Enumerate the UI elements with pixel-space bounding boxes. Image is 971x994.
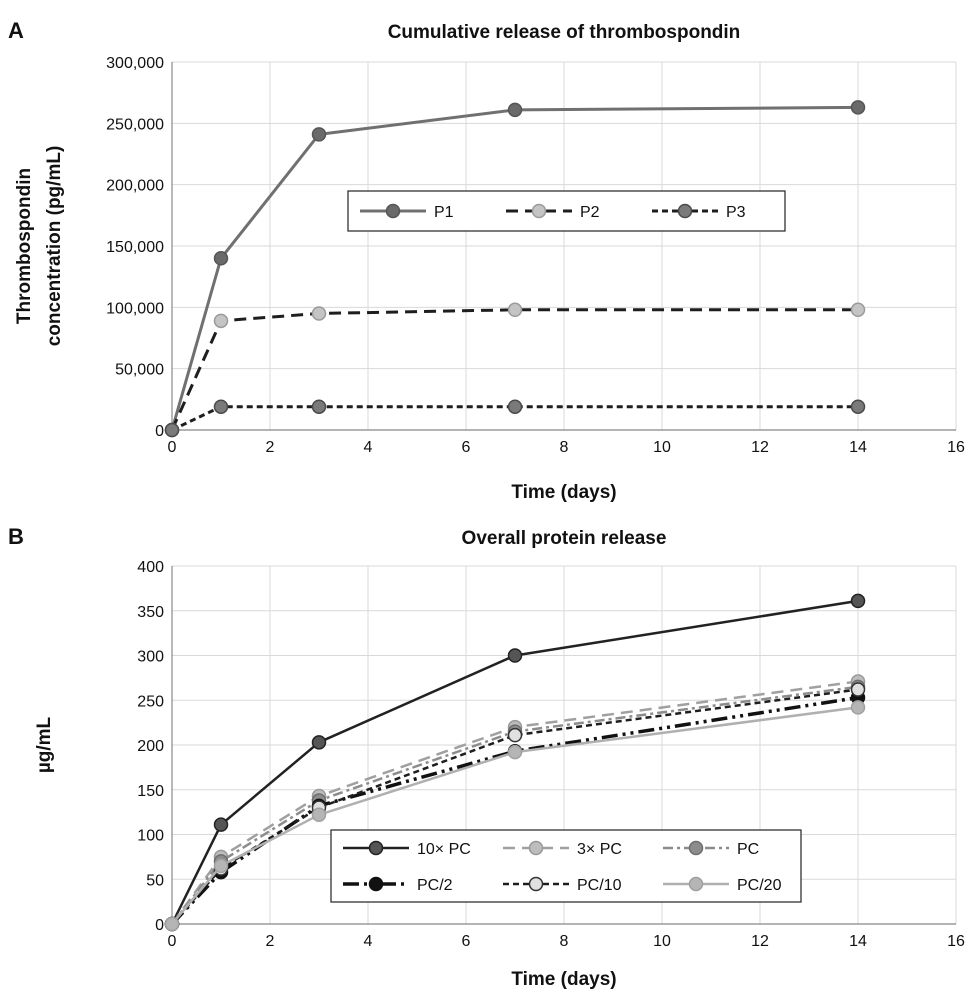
x-tick-label: 0 [168, 439, 177, 456]
legend-swatch-marker [385, 203, 401, 219]
data-point [164, 422, 180, 438]
legend-swatch-marker [688, 876, 704, 892]
x-tick-label: 12 [751, 933, 769, 950]
panel-letter: A [8, 18, 24, 43]
data-point [311, 807, 327, 823]
data-point [213, 858, 229, 874]
legend-label: PC/20 [737, 877, 782, 894]
y-tick-label: 100 [137, 828, 164, 845]
legend-label: 10× PC [417, 841, 471, 858]
chart-title: Cumulative release of thrombospondin [388, 22, 741, 43]
legend-swatch-marker [368, 876, 384, 892]
data-point [213, 251, 229, 266]
series-line [170, 105, 859, 431]
data-point [507, 744, 523, 760]
legend-label: 3× PC [577, 841, 622, 858]
y-tick-label: 250 [137, 693, 164, 710]
data-point [311, 399, 327, 414]
legend-swatch-marker [368, 840, 384, 856]
legend-swatch-marker [688, 840, 704, 856]
y-tick-label: 0 [155, 423, 164, 440]
data-point [850, 700, 866, 715]
data-point [850, 682, 866, 697]
data-point [850, 100, 866, 115]
data-point [507, 399, 523, 414]
chart-panel-a: A Cumulative release of thrombospondin 0 2 4… [8, 18, 965, 503]
x-tick-label: 10 [653, 933, 671, 950]
y-tick-label: 50,000 [115, 362, 164, 379]
data-point [850, 302, 866, 318]
legend-label: P1 [434, 204, 454, 221]
x-tick-label: 14 [849, 933, 867, 950]
y-tick-label: 150,000 [106, 239, 164, 256]
y-tick-label: 200 [137, 738, 164, 755]
x-tick-label: 14 [849, 439, 867, 456]
y-tick-label: 300,000 [106, 55, 164, 72]
chart-panel-b: B Overall protein release 0 2 4 6 8 10 12 14 16 0 50… [8, 524, 965, 990]
legend: 10× PC 3× PC PC PC/2 PC/10 PC/20 [330, 829, 802, 903]
legend-swatch-marker [528, 840, 544, 856]
data-point [507, 102, 523, 118]
x-axis-title: Time (days) [511, 969, 616, 990]
y-tick-label: 400 [137, 559, 164, 576]
y-axis-title: concentration (pg/mL) [44, 146, 65, 347]
x-tick-label: 2 [266, 439, 275, 456]
y-tick-label: 100,000 [106, 300, 164, 317]
legend-swatch-marker [677, 203, 693, 219]
panel-letter: B [8, 524, 24, 549]
y-tick-label: 200,000 [106, 178, 164, 195]
x-tick-label: 6 [462, 933, 471, 950]
x-tick-label: 8 [560, 933, 569, 950]
data-point [850, 399, 866, 414]
series-p2 [164, 302, 866, 438]
data-point [213, 313, 229, 329]
data-point [311, 306, 327, 321]
x-tick-label: 0 [168, 933, 177, 950]
data-point [213, 817, 229, 832]
data-point [507, 727, 523, 743]
series-pc-20 [164, 700, 866, 932]
legend-label: PC [737, 841, 759, 858]
x-tick-label: 6 [462, 439, 471, 456]
chart-title: Overall protein release [462, 528, 667, 549]
x-tick-label: 8 [560, 439, 569, 456]
legend-label: P2 [580, 204, 600, 221]
y-tick-label: 0 [155, 917, 164, 934]
y-tick-label: 350 [137, 604, 164, 621]
x-axis-title: Time (days) [511, 482, 616, 503]
data-point [850, 593, 866, 609]
data-point [164, 916, 180, 932]
legend-label: PC/2 [417, 877, 453, 894]
y-tick-label: 150 [137, 783, 164, 800]
x-tick-label: 16 [947, 933, 965, 950]
legend-swatch-marker [528, 876, 544, 892]
series-line [171, 688, 859, 925]
x-tick-label: 4 [364, 933, 373, 950]
x-tick-label: 10 [653, 439, 671, 456]
y-tick-label: 300 [137, 649, 164, 666]
x-tick-label: 16 [947, 439, 965, 456]
data-point [311, 127, 327, 142]
x-tick-label: 2 [266, 933, 275, 950]
y-tick-label: 50 [146, 872, 164, 889]
legend: P1 P2 P3 [347, 190, 786, 232]
data-point [507, 648, 523, 663]
legend-swatch-marker [531, 203, 547, 219]
legend-box [330, 829, 802, 903]
data-point [213, 399, 229, 414]
y-axis-title: Thrombospondin [14, 168, 35, 324]
data-point [507, 302, 523, 318]
legend-label: P3 [726, 204, 746, 221]
y-axis-title: µg/mL [34, 716, 55, 773]
x-tick-label: 4 [364, 439, 373, 456]
x-tick-label: 12 [751, 439, 769, 456]
series-p3 [164, 399, 866, 438]
data-point [311, 735, 327, 750]
y-tick-label: 250,000 [106, 116, 164, 133]
legend-label: PC/10 [577, 877, 622, 894]
